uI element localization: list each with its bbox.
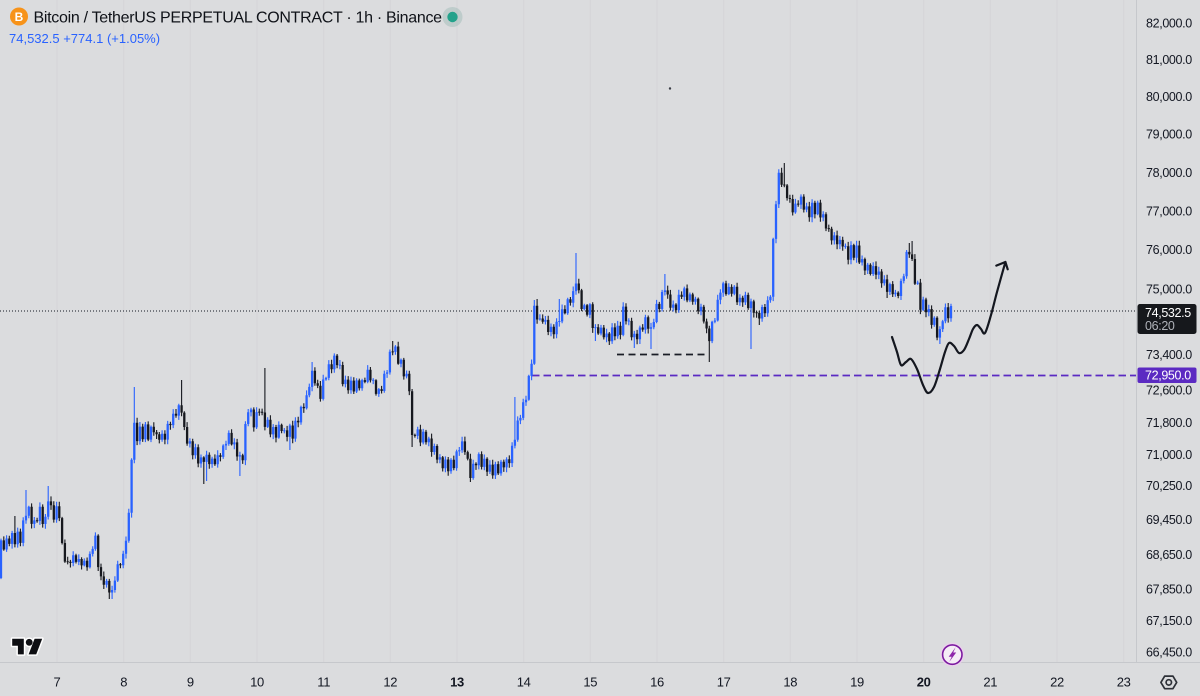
svg-text:19: 19 bbox=[850, 675, 864, 690]
svg-text:11: 11 bbox=[317, 675, 330, 690]
svg-text:8: 8 bbox=[120, 675, 127, 690]
svg-text:67,150.0: 67,150.0 bbox=[1146, 614, 1192, 628]
svg-text:78,000.0: 78,000.0 bbox=[1146, 166, 1192, 180]
svg-text:06:20: 06:20 bbox=[1145, 319, 1175, 333]
svg-text:20: 20 bbox=[917, 675, 931, 690]
svg-text:B: B bbox=[15, 10, 24, 24]
svg-text:80,000.0: 80,000.0 bbox=[1146, 90, 1192, 104]
svg-text:81,000.0: 81,000.0 bbox=[1146, 53, 1192, 67]
svg-text:10: 10 bbox=[250, 675, 264, 690]
svg-text:9: 9 bbox=[187, 675, 194, 690]
svg-text:69,450.0: 69,450.0 bbox=[1146, 513, 1192, 527]
svg-text:7: 7 bbox=[54, 675, 61, 690]
svg-text:12: 12 bbox=[383, 675, 397, 690]
svg-text:79,000.0: 79,000.0 bbox=[1146, 128, 1192, 142]
svg-text:73,400.0: 73,400.0 bbox=[1146, 348, 1192, 362]
svg-text:21: 21 bbox=[983, 675, 997, 690]
svg-text:68,650.0: 68,650.0 bbox=[1146, 548, 1192, 562]
svg-text:66,450.0: 66,450.0 bbox=[1146, 646, 1192, 660]
svg-text:14: 14 bbox=[517, 675, 531, 690]
svg-text:71,800.0: 71,800.0 bbox=[1146, 416, 1192, 430]
svg-text:72,950.0: 72,950.0 bbox=[1145, 369, 1191, 383]
svg-text:71,000.0: 71,000.0 bbox=[1146, 448, 1192, 462]
svg-text:15: 15 bbox=[583, 675, 597, 690]
svg-text:82,000.0: 82,000.0 bbox=[1146, 17, 1192, 31]
svg-text:Bitcoin / TetherUS PERPETUAL C: Bitcoin / TetherUS PERPETUAL CONTRACT · … bbox=[34, 10, 443, 27]
svg-text:74,532.5 +774.1 (+1.05%): 74,532.5 +774.1 (+1.05%) bbox=[9, 31, 160, 46]
svg-text:72,600.0: 72,600.0 bbox=[1146, 384, 1192, 398]
svg-text:77,000.0: 77,000.0 bbox=[1146, 205, 1192, 219]
svg-text:75,000.0: 75,000.0 bbox=[1146, 283, 1192, 297]
svg-text:23: 23 bbox=[1117, 675, 1131, 690]
svg-text:67,850.0: 67,850.0 bbox=[1146, 583, 1192, 597]
svg-text:70,250.0: 70,250.0 bbox=[1146, 479, 1192, 493]
svg-text:22: 22 bbox=[1050, 675, 1064, 690]
svg-text:13: 13 bbox=[450, 675, 464, 690]
svg-text:76,000.0: 76,000.0 bbox=[1146, 243, 1192, 257]
svg-text:74,532.5: 74,532.5 bbox=[1145, 306, 1191, 320]
svg-text:16: 16 bbox=[650, 675, 664, 690]
svg-text:18: 18 bbox=[783, 675, 797, 690]
svg-text:17: 17 bbox=[717, 675, 731, 690]
